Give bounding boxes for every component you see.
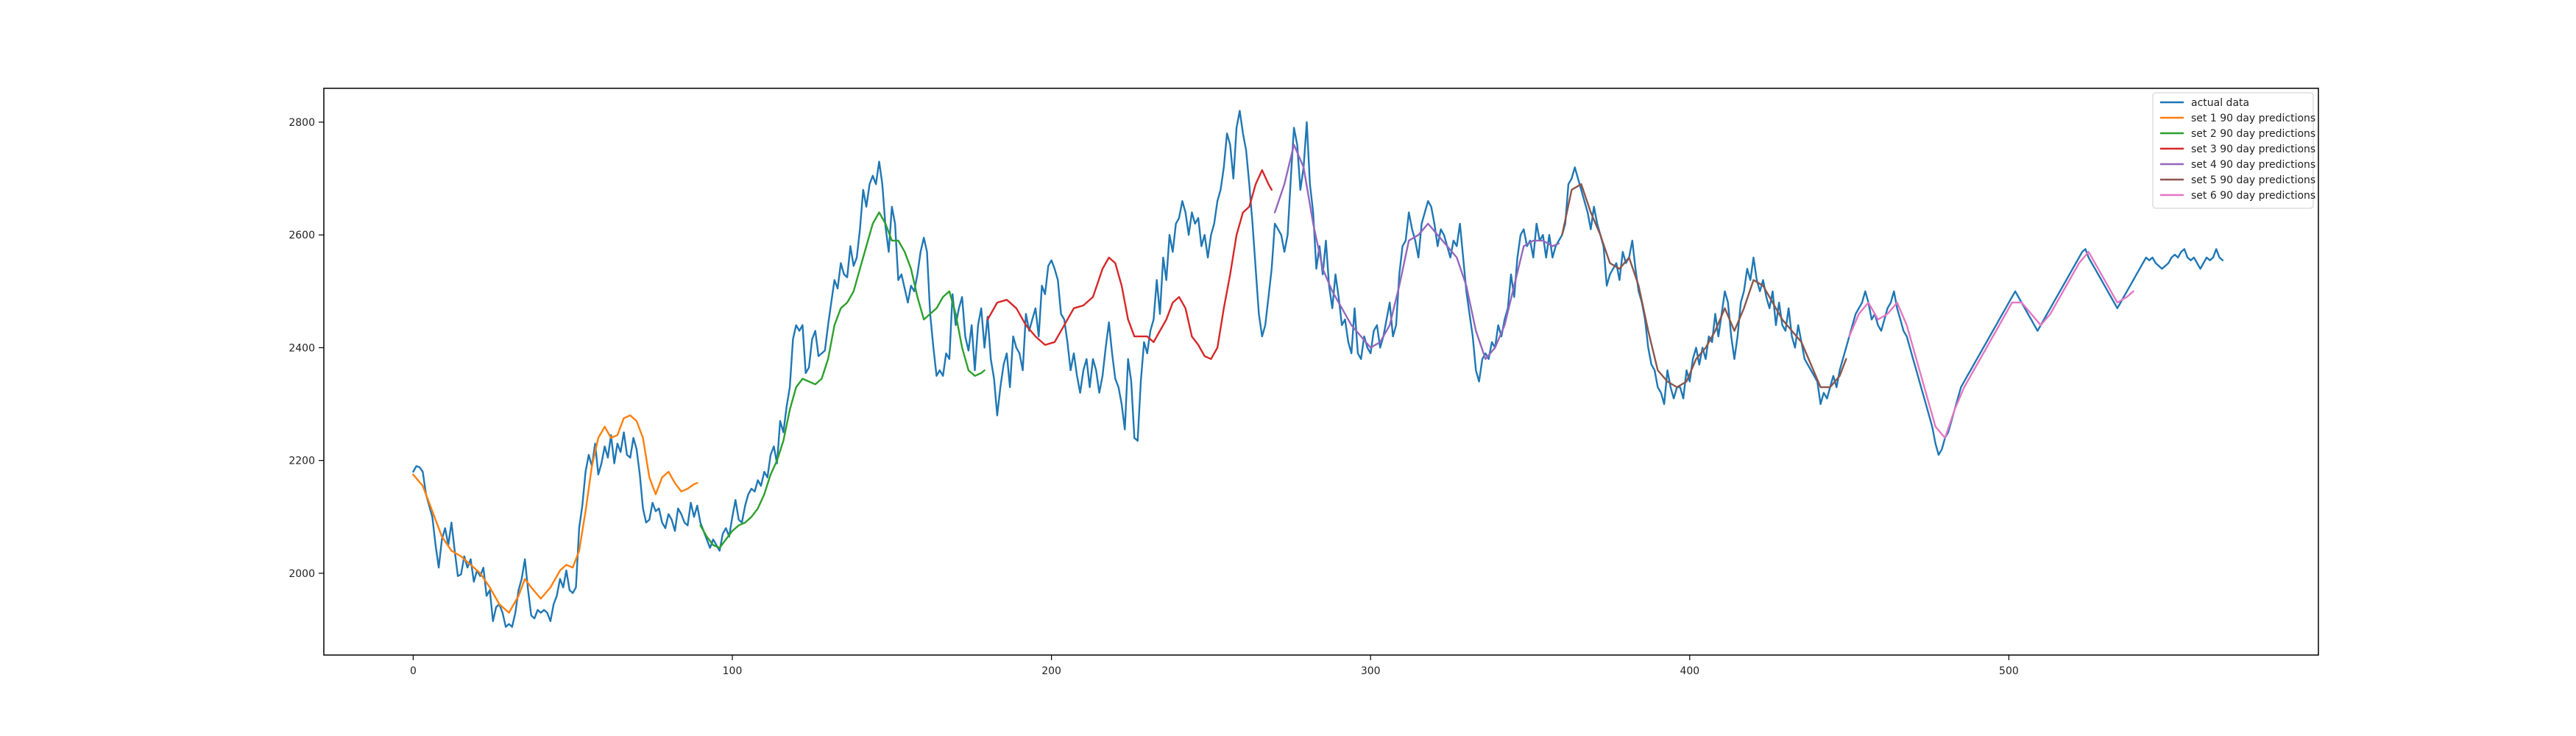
x-tick-label: 500	[1999, 665, 2019, 677]
legend-label: set 1 90 day predictions	[2191, 113, 2315, 124]
y-tick-label: 2600	[289, 230, 315, 241]
legend-label: set 2 90 day predictions	[2191, 128, 2315, 140]
x-tick-label: 300	[1361, 665, 1381, 677]
legend-label: set 3 90 day predictions	[2191, 144, 2315, 155]
legend-box	[2152, 92, 2314, 209]
y-axis: 2000 2200 2400 2600 2800	[289, 117, 324, 580]
legend: actual data set 1 90 day predictions set 2…	[2152, 92, 2315, 209]
legend-label: set 6 90 day predictions	[2191, 190, 2315, 202]
series-line-1	[412, 110, 2224, 628]
series-layer	[412, 110, 2224, 628]
legend-label: set 5 90 day predictions	[2191, 174, 2315, 186]
x-tick-label: 100	[723, 665, 743, 677]
legend-label: set 4 90 day predictions	[2191, 159, 2315, 171]
legend-label: actual data	[2191, 97, 2249, 109]
series-line-5	[1273, 144, 1560, 360]
y-tick-label: 2400	[289, 342, 315, 354]
y-tick-label: 2800	[289, 117, 315, 129]
x-axis: 0 100 200 300 400 500	[410, 655, 2019, 677]
y-tick-label: 2000	[289, 568, 315, 580]
series-line-6	[1561, 183, 1847, 389]
plot-frame	[323, 88, 2319, 656]
series-line-2	[412, 414, 698, 614]
y-tick-label: 2200	[289, 456, 315, 467]
series-line-3	[699, 211, 986, 549]
series-line-4	[986, 169, 1273, 360]
series-line-7	[1848, 251, 2134, 439]
x-tick-label: 200	[1041, 665, 1061, 677]
x-tick-label: 0	[410, 665, 417, 677]
x-tick-label: 400	[1680, 665, 1699, 677]
